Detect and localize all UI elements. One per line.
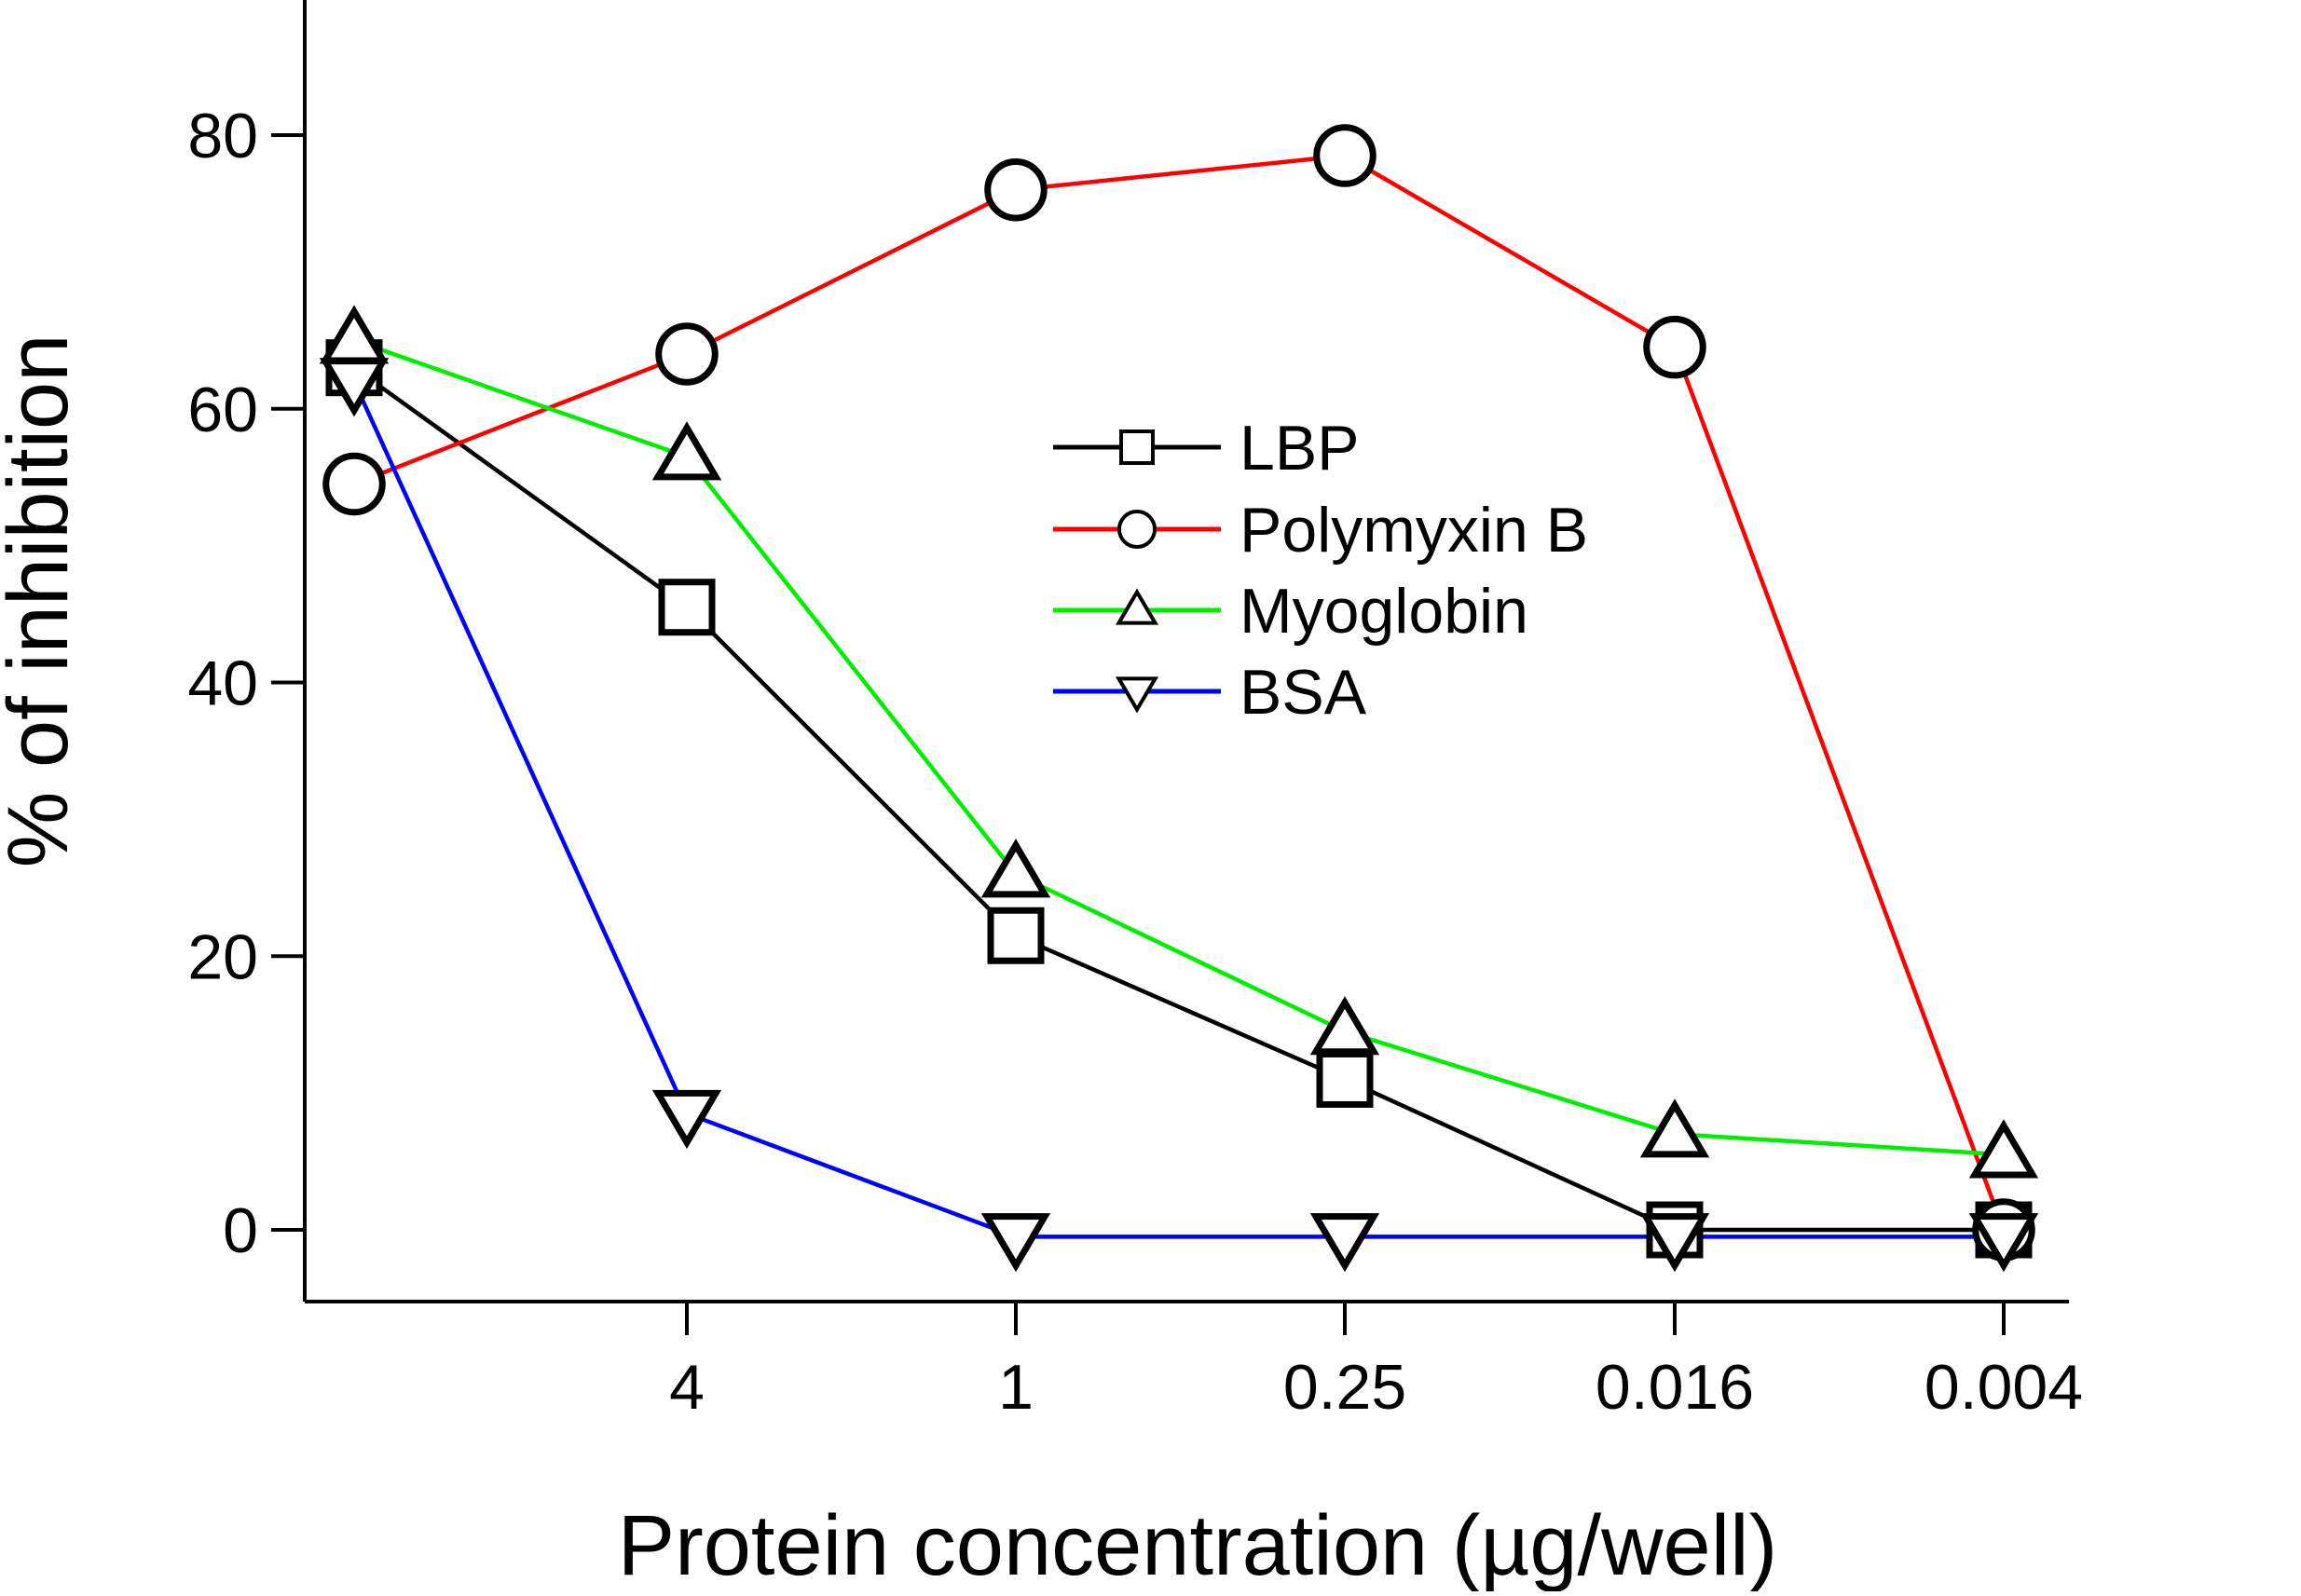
x-axis-title: Protein concentration (µg/well)	[618, 1498, 1777, 1591]
data-point-lbp	[658, 579, 716, 636]
x-tick-label: 4	[669, 1352, 705, 1423]
y-tick-label: 40	[187, 648, 258, 719]
legend-marker-polymyxin-b	[1116, 509, 1157, 550]
data-point-polymyxin-b	[984, 158, 1048, 222]
legend-item-myoglobin: Myoglobin	[1053, 576, 1528, 647]
data-point-polymyxin-b	[1313, 124, 1376, 187]
legend-marker-bsa	[1115, 676, 1159, 714]
data-point-bsa	[1639, 1213, 1710, 1273]
series-line-lbp	[352, 365, 2004, 1233]
axes: 0 20 40 60 80 4 1 0.25 0.016 0.004	[187, 0, 2083, 1423]
data-point-bsa	[980, 1213, 1051, 1273]
data-point-myoglobin	[980, 839, 1051, 898]
y-tick-label: 80	[187, 101, 258, 171]
y-axis-title: % of inhibition	[0, 334, 86, 868]
legend-label: Myoglobin	[1240, 576, 1528, 647]
x-tick-label: 0.016	[1596, 1352, 1754, 1423]
markers-bsa	[319, 358, 2039, 1273]
legend-label: BSA	[1240, 657, 1367, 728]
x-tick-label: 1	[998, 1352, 1034, 1423]
data-point-myoglobin	[1968, 1119, 2039, 1179]
series-layer	[319, 124, 2039, 1273]
legend-item-lbp: LBP	[1053, 413, 1360, 484]
y-tick-label: 60	[187, 375, 258, 445]
series-bsa	[351, 380, 2004, 1239]
data-point-bsa	[1309, 1213, 1380, 1273]
legend-item-polymyxin-b: Polymyxin B	[1053, 495, 1588, 566]
series-line-polymyxin-b	[353, 153, 2007, 1231]
x-tick-label: 0.25	[1283, 1352, 1406, 1423]
data-point-myoglobin	[1639, 1098, 1710, 1158]
data-point-myoglobin	[1309, 996, 1380, 1056]
data-point-myoglobin	[651, 421, 722, 481]
series-myoglobin	[353, 338, 2005, 1157]
series-line-myoglobin	[353, 338, 2005, 1157]
data-point-polymyxin-b	[322, 452, 386, 516]
data-point-lbp	[1316, 1050, 1374, 1108]
data-point-lbp	[987, 907, 1045, 964]
series-line-bsa	[351, 380, 2004, 1239]
legend-item-bsa: BSA	[1053, 657, 1367, 728]
legend-label: LBP	[1240, 413, 1360, 484]
legend-marker-lbp	[1119, 430, 1155, 465]
data-point-polymyxin-b	[1643, 315, 1706, 379]
legend: LBP Polymyxin B Myoglobin BSA	[1053, 413, 1588, 728]
x-tick-label: 0.004	[1924, 1352, 2083, 1423]
y-tick-label: 0	[223, 1195, 258, 1266]
data-point-polymyxin-b	[655, 322, 719, 386]
legend-marker-myoglobin	[1115, 588, 1159, 625]
series-lbp	[352, 365, 2004, 1233]
series-polymyxin-b	[353, 153, 2007, 1231]
data-point-myoglobin	[319, 305, 390, 364]
data-point-bsa	[651, 1089, 722, 1150]
data-point-bsa	[319, 358, 390, 417]
y-tick-label: 20	[187, 921, 258, 992]
markers-myoglobin	[319, 305, 2039, 1179]
markers-lbp	[325, 339, 2033, 1259]
legend-label: Polymyxin B	[1240, 495, 1588, 566]
data-point-bsa	[1968, 1213, 2039, 1273]
